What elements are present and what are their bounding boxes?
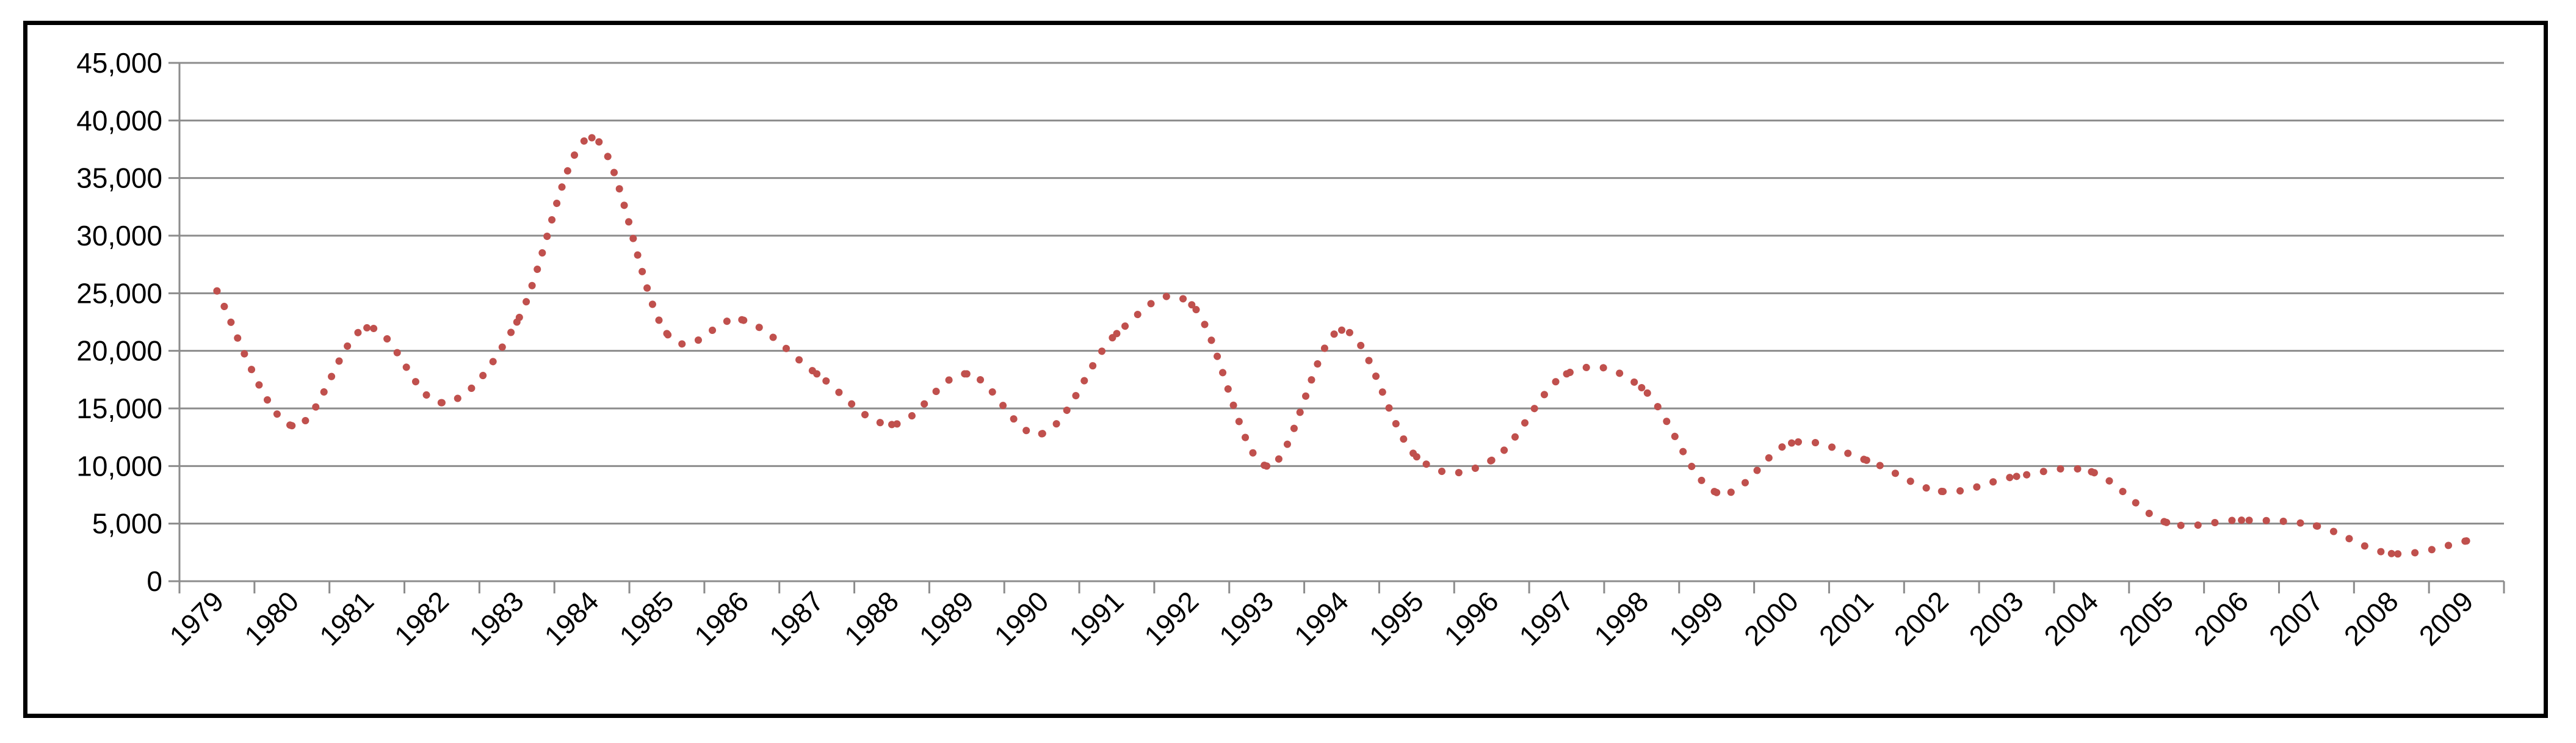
x-tick-label: 1984: [538, 585, 605, 651]
x-tick-label: 2009: [2413, 585, 2480, 651]
x-tick-label: 1994: [1288, 585, 1355, 651]
data-point: [738, 316, 746, 324]
data-point: [288, 422, 296, 430]
x-tick-label: 1989: [913, 585, 980, 651]
data-point: [438, 399, 446, 407]
y-tick-label: 25,000: [76, 277, 162, 309]
x-tick-label: 1987: [763, 585, 830, 651]
data-point: [1862, 456, 1870, 464]
y-tick-label: 35,000: [76, 162, 162, 194]
x-tick-label: 2006: [2188, 585, 2254, 651]
x-tick-label: 1999: [1663, 585, 1729, 651]
y-tick-label: 0: [147, 565, 162, 597]
data-point: [213, 287, 221, 295]
x-tick-label: 1988: [838, 585, 905, 651]
y-tick-label: 45,000: [76, 47, 162, 79]
data-point: [1788, 439, 1796, 447]
data-point: [2088, 468, 2096, 476]
data-point: [1413, 453, 1420, 461]
series-line: [213, 134, 2470, 558]
x-tick-label: 1980: [238, 585, 305, 651]
x-tick-label: 1998: [1588, 585, 1654, 651]
data-point: [2013, 473, 2021, 480]
x-tick-label: 1986: [688, 585, 754, 651]
x-tick-label: 2005: [2113, 585, 2179, 651]
data-point: [963, 370, 971, 378]
data-point: [2238, 516, 2246, 524]
y-axis-tick-labels: 0 5,000 10,000 15,000 20,000 25,000 30,000 35,0…: [76, 47, 162, 597]
x-tick-label: 1996: [1438, 585, 1505, 651]
y-tick-label: 20,000: [76, 335, 162, 367]
x-tick-label: 2003: [1963, 585, 2029, 651]
data-point: [1713, 488, 1721, 496]
data-point: [1488, 456, 1496, 464]
data-point: [813, 370, 821, 378]
data-point: [1638, 384, 1646, 392]
x-axis-tick-labels: 1979 1980 1981 1982 1983 1984 1985 1986 1987 1988…: [163, 585, 2479, 651]
data-point: [888, 421, 895, 429]
y-tick-label: 5,000: [92, 508, 162, 540]
x-tick-label: 2007: [2263, 585, 2329, 651]
x-tick-label: 1981: [313, 585, 380, 651]
data-point: [2163, 518, 2171, 526]
data-point: [1937, 487, 1945, 495]
x-tick-label: 1979: [163, 585, 230, 651]
data-point: [1263, 462, 1271, 470]
x-tick-label: 1983: [463, 585, 530, 651]
x-tick-label: 1985: [613, 585, 679, 651]
data-point: [1563, 370, 1571, 378]
data-point: [663, 330, 671, 338]
x-tick-label: 2004: [2038, 585, 2104, 651]
y-tick-label: 15,000: [76, 393, 162, 424]
x-tick-label: 1993: [1213, 585, 1279, 651]
chart-frame: 0 5,000 10,000 15,000 20,000 25,000 30,000 35,0…: [23, 21, 2548, 718]
data-point: [2312, 522, 2320, 530]
data-point: [1188, 301, 1196, 309]
data-point: [513, 318, 521, 326]
x-tick-label: 1991: [1063, 585, 1129, 651]
x-tick-label: 2002: [1888, 585, 1955, 651]
data-point: [2462, 537, 2470, 545]
data-point: [1338, 326, 1345, 334]
x-tick-label: 1990: [988, 585, 1055, 651]
x-tick-label: 1992: [1138, 585, 1204, 651]
y-tick-label: 30,000: [76, 220, 162, 252]
data-point: [1113, 330, 1121, 338]
data-point: [363, 324, 371, 332]
x-tick-label: 1995: [1363, 585, 1430, 651]
y-tick-label: 40,000: [76, 104, 162, 136]
x-tick-label: 1997: [1513, 585, 1579, 651]
series: [213, 134, 2470, 558]
data-point: [2387, 549, 2395, 557]
axes: [168, 62, 2505, 593]
data-point: [588, 134, 596, 142]
x-tick-label: 2001: [1813, 585, 1880, 651]
data-point: [1038, 430, 1046, 438]
x-tick-label: 2008: [2338, 585, 2404, 651]
line-chart: 0 5,000 10,000 15,000 20,000 25,000 30,000 35,0…: [76, 47, 2505, 651]
y-tick-label: 10,000: [76, 450, 162, 482]
gridlines: [179, 62, 2504, 525]
x-tick-label: 1982: [388, 585, 455, 651]
x-tick-label: 2000: [1738, 585, 1804, 651]
